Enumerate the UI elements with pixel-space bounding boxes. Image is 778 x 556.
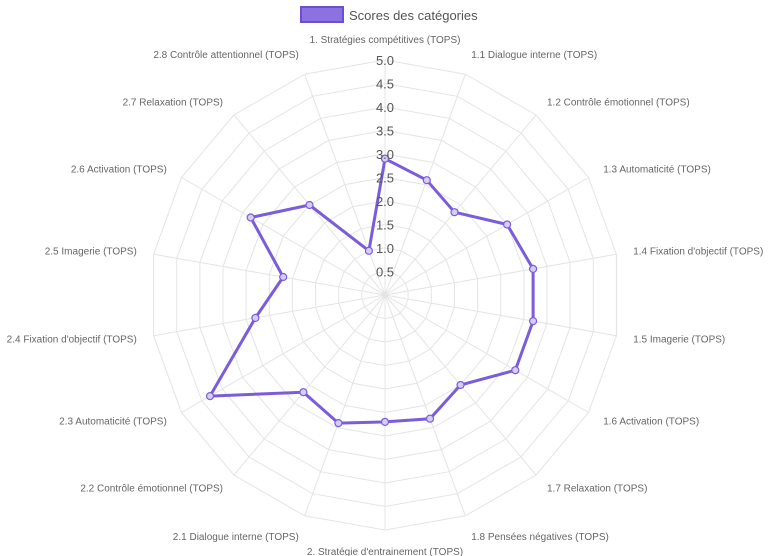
spoke-16 [181,177,386,296]
spoke-5 [384,253,617,296]
spoke-18 [304,74,386,296]
axis-label: 2.7 Relaxation (TOPS) [123,98,223,109]
r-tick-label: 1.0 [376,241,394,256]
data-point[interactable] [305,200,314,210]
spoke-9 [384,294,466,516]
r-tick-label: 2.0 [376,194,394,209]
data-point[interactable] [364,246,373,255]
data-point[interactable] [511,366,520,375]
data-point[interactable] [380,154,390,163]
radial-ticks: 0.5 1.0 1.5 2.0 2.5 3.0 3.5 4.0 4.5 5.0 [376,53,394,280]
data-point[interactable] [334,419,343,428]
data-point[interactable] [205,392,215,401]
axis-label: 2. Stratégie d'entrainement (TOPS) [307,547,463,556]
axis-label: 1. Stratégies compétitives (TOPS) [310,35,461,46]
legend-label[interactable]: Scores des catégories [349,8,478,23]
axis-label: 1.6 Activation (TOPS) [603,417,699,428]
spoke-2 [384,74,466,296]
axis-label: 1.2 Contrôle émotionnel (TOPS) [547,98,690,109]
spoke-7 [384,294,589,413]
data-point[interactable] [450,208,459,217]
data-point[interactable] [246,213,255,222]
spoke-15 [153,253,386,296]
axis-label: 2.6 Activation (TOPS) [71,165,167,176]
data-point[interactable] [299,388,308,397]
data-point[interactable] [380,417,390,426]
axis-label: 1.4 Fixation d'objectif (TOPS) [633,247,763,258]
r-tick-label: 5.0 [376,53,394,68]
axis-label: 2.2 Contrôle émotionnel (TOPS) [80,484,223,495]
axis-label: 2.8 Contrôle attentionnel (TOPS) [153,50,298,61]
axis-label: 2.4 Fixation d'objectif (TOPS) [7,334,137,345]
r-tick-label: 1.5 [376,218,394,233]
legend[interactable]: Scores des catégories [300,6,478,23]
axis-label: 2.3 Automaticité (TOPS) [59,417,167,428]
axis-label: 2.5 Imagerie (TOPS) [45,247,137,258]
axis-labels: 1. Stratégies compétitives (TOPS) 1.1 Dia… [7,35,764,556]
legend-swatch[interactable] [300,6,344,23]
axis-label: 2.1 Dialogue interne (TOPS) [173,532,299,543]
axis-label: 1.5 Imagerie (TOPS) [633,334,725,345]
data-point[interactable] [425,414,435,423]
data-point[interactable] [422,176,431,185]
data-point[interactable] [456,380,465,390]
spoke-13 [181,294,386,413]
data-point[interactable] [251,313,260,322]
axis-label: 1.3 Automaticité (TOPS) [603,165,711,176]
r-tick-label: 0.5 [376,265,394,280]
r-tick-label: 4.5 [376,77,394,92]
spoke-14 [153,294,386,337]
spoke-6 [384,294,617,337]
series-layer [205,154,538,428]
spoke-11 [304,294,386,516]
data-point[interactable] [279,272,288,282]
data-point[interactable] [503,220,512,229]
data-point[interactable] [528,317,538,326]
axis-label: 1.1 Dialogue interne (TOPS) [471,50,597,61]
axis-label: 1.7 Relaxation (TOPS) [547,484,647,495]
axis-label: 1.8 Pensées négatives (TOPS) [471,532,609,543]
spoke-12 [233,294,386,476]
r-tick-label: 2.5 [376,171,394,186]
r-tick-label: 4.0 [376,100,394,115]
data-point[interactable] [528,264,538,273]
r-tick-label: 3.5 [376,124,394,139]
spoke-4 [384,177,589,296]
spoke-3 [384,114,537,296]
r-tick-label: 3.0 [376,147,394,162]
radar-spokes [153,60,617,530]
